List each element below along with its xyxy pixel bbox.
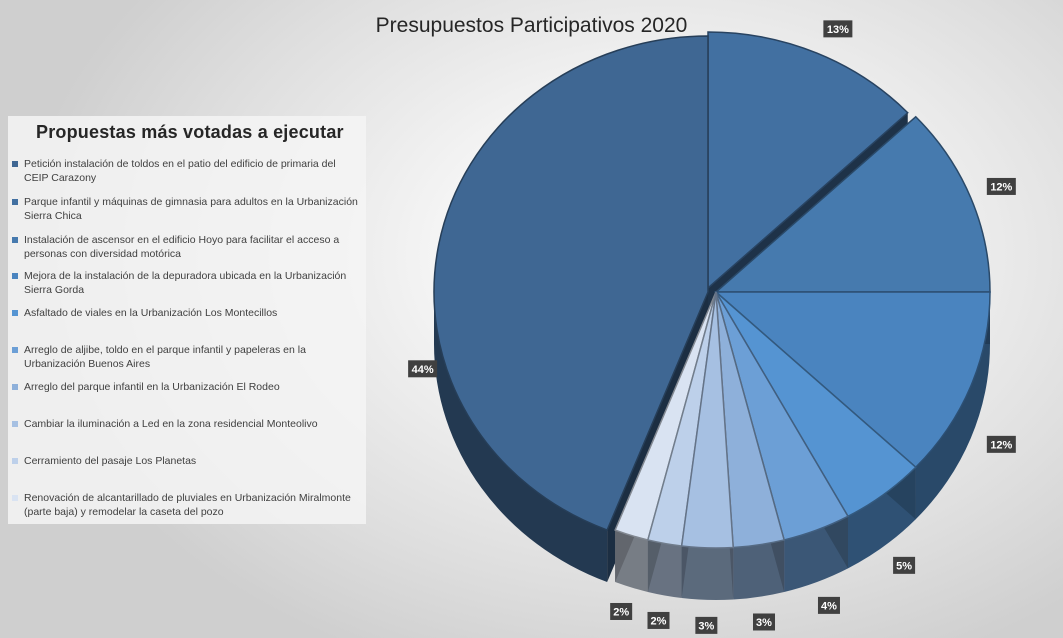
legend-item: Cambiar la iluminación a Led en la zona … — [12, 417, 362, 431]
data-label-box — [753, 613, 776, 631]
legend-label: Parque infantil y máquinas de gimnasia p… — [24, 196, 358, 222]
data-label-text: 44% — [412, 364, 434, 376]
legend-item: Petición instalación de toldos en el pat… — [12, 157, 362, 185]
data-label-box — [695, 616, 718, 634]
legend-item: Mejora de la instalación de la depurador… — [12, 269, 362, 297]
data-label-box — [823, 20, 853, 38]
data-label-text: 12% — [990, 181, 1012, 193]
data-label: 4% — [817, 596, 840, 614]
legend-swatch — [12, 161, 18, 167]
data-label-box — [817, 596, 840, 614]
data-labels: 44% 13% 12% 12% 5% 4% 3% 3% 2% 2% — [408, 20, 1016, 634]
pie-tops — [433, 31, 991, 549]
slice-side — [915, 292, 990, 520]
slice-side — [434, 292, 608, 583]
legend-label: Arreglo de aljibe, toldo en el parque in… — [24, 344, 306, 370]
pie-slice — [714, 291, 991, 469]
data-label-text: 4% — [821, 600, 837, 612]
legend-swatch — [12, 495, 18, 501]
legend-swatch — [12, 458, 18, 464]
pie-slice — [707, 31, 909, 290]
legend-swatch — [12, 421, 18, 427]
legend-item: Cerramiento del pasaje Los Planetas — [12, 454, 362, 468]
data-label-text: 2% — [651, 615, 667, 627]
data-label-text: 2% — [613, 606, 629, 618]
legend-item: Arreglo de aljibe, toldo en el parque in… — [12, 343, 362, 371]
data-label: 3% — [753, 613, 776, 631]
data-label: 44% — [408, 360, 438, 378]
legend-label: Petición instalación de toldos en el pat… — [24, 158, 336, 184]
legend-swatch — [12, 273, 18, 279]
legend-item: Instalación de ascensor en el edificio H… — [12, 233, 362, 261]
data-label-box — [893, 556, 916, 574]
data-label-text: 12% — [990, 439, 1012, 451]
legend-label: Renovación de alcantarillado de pluviale… — [24, 492, 351, 518]
legend-item: Renovación de alcantarillado de pluviale… — [12, 491, 362, 519]
data-label-text: 13% — [827, 24, 849, 36]
legend-label: Mejora de la instalación de la depurador… — [24, 270, 347, 296]
pie-slice — [433, 35, 709, 531]
legend-swatch — [12, 199, 18, 205]
legend-swatch — [12, 384, 18, 390]
chart-title: Presupuestos Participativos 2020 — [375, 14, 688, 37]
legend-label: Cambiar la iluminación a Led en la zona … — [24, 418, 318, 430]
legend-label: Cerramiento del pasaje Los Planetas — [24, 455, 197, 467]
slice-side — [733, 539, 785, 600]
slice-side — [681, 545, 734, 600]
data-label: 12% — [986, 177, 1016, 195]
data-label: 12% — [986, 435, 1016, 453]
data-label: 3% — [695, 616, 718, 634]
pie-slice — [680, 291, 735, 549]
legend-label: Asfaltado de viales en la Urbanización L… — [24, 307, 278, 319]
legend-label: Arreglo del parque infantil en la Urbani… — [24, 381, 280, 393]
legend-item: Parque infantil y máquinas de gimnasia p… — [12, 195, 362, 223]
legend-swatch — [12, 237, 18, 243]
data-label: 5% — [893, 556, 916, 574]
legend — [8, 116, 366, 524]
data-label-text: 3% — [698, 620, 714, 632]
data-label-box — [408, 360, 438, 378]
legend-label: Instalación de ascensor en el edificio H… — [24, 234, 340, 260]
data-label-text: 5% — [896, 560, 912, 572]
data-label-box — [986, 435, 1016, 453]
data-label: 2% — [610, 602, 633, 620]
data-label-box — [647, 611, 670, 629]
data-label-box — [986, 177, 1016, 195]
legend-item: Asfaltado de viales en la Urbanización L… — [12, 306, 362, 320]
data-label: 2% — [647, 611, 670, 629]
data-label: 13% — [823, 20, 853, 38]
legend-title: Propuestas más votadas a ejecutar — [36, 122, 344, 142]
legend-swatch — [12, 310, 18, 316]
data-label-text: 3% — [756, 617, 772, 629]
legend-item: Arreglo del parque infantil en la Urbani… — [12, 380, 362, 394]
pie-slice — [714, 115, 991, 293]
legend-swatch — [12, 347, 18, 353]
data-label-box — [610, 602, 633, 620]
